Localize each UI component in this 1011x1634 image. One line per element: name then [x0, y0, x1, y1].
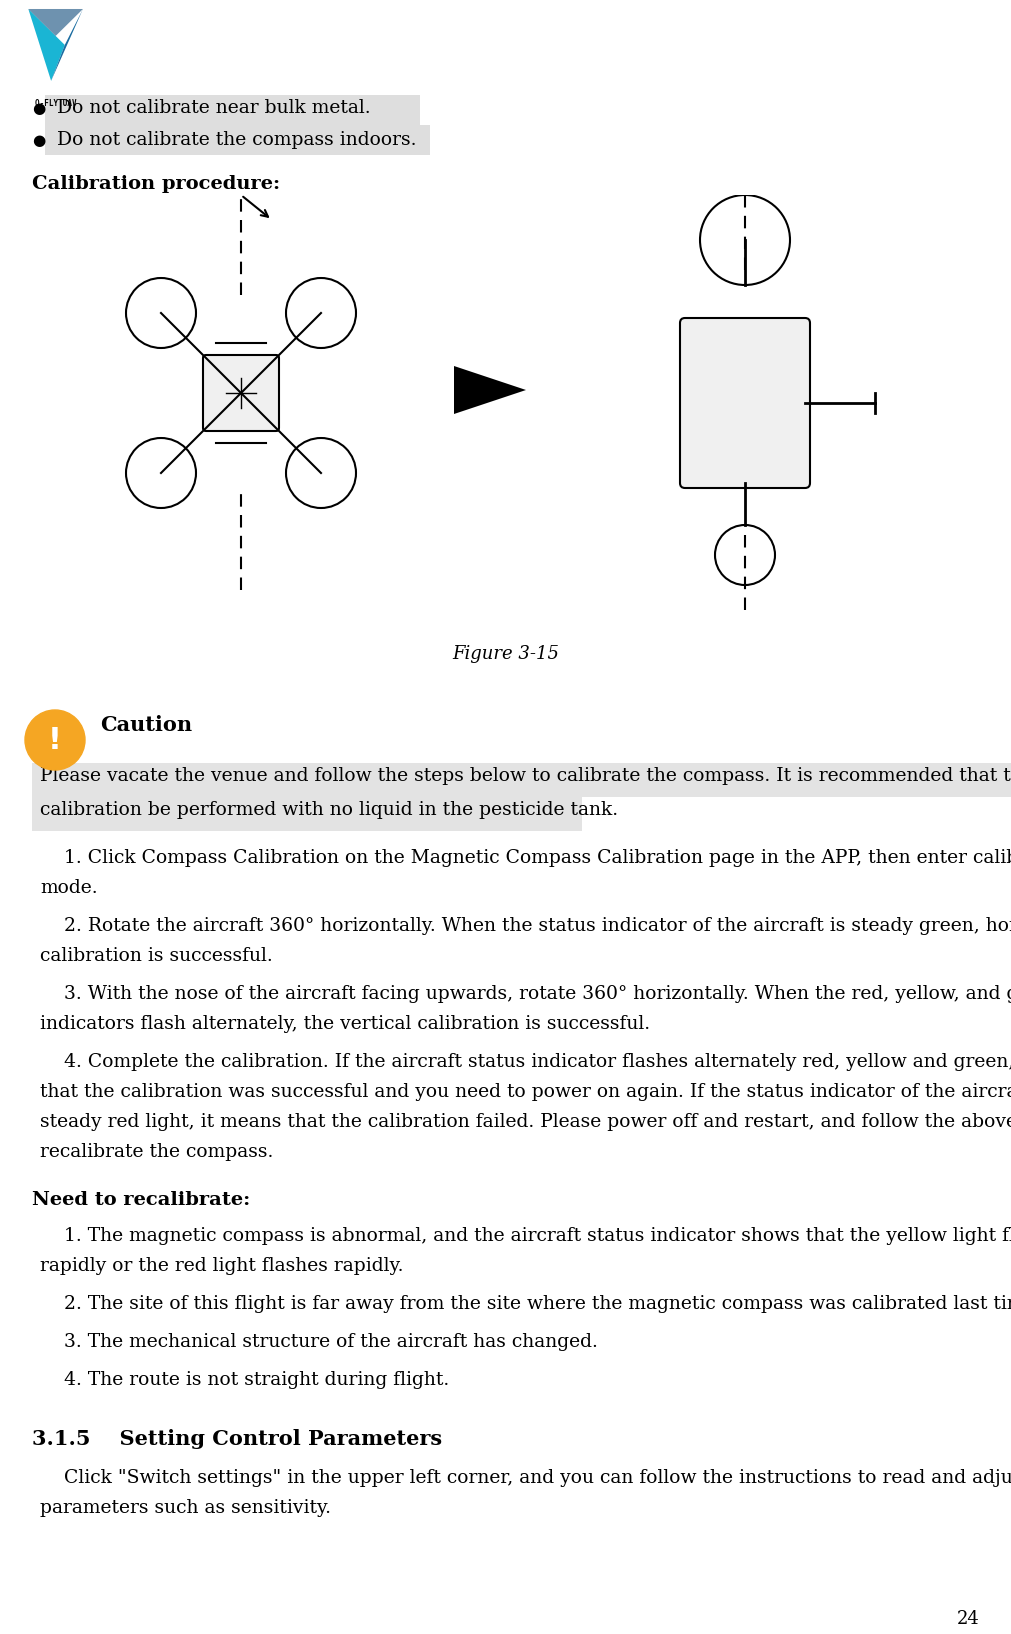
FancyBboxPatch shape — [203, 355, 279, 431]
Text: !: ! — [48, 725, 62, 755]
Text: mode.: mode. — [40, 879, 97, 897]
Bar — [44, 124, 430, 155]
Text: 3.1.5    Setting Control Parameters: 3.1.5 Setting Control Parameters — [32, 1430, 442, 1449]
FancyBboxPatch shape — [679, 319, 809, 489]
Text: calibration is successful.: calibration is successful. — [40, 948, 273, 966]
Text: rapidly or the red light flashes rapidly.: rapidly or the red light flashes rapidly… — [40, 1257, 403, 1275]
Text: Caution: Caution — [100, 716, 192, 735]
Text: 4. Complete the calibration. If the aircraft status indicator flashes alternatel: 4. Complete the calibration. If the airc… — [40, 1052, 1011, 1070]
Polygon shape — [28, 10, 83, 36]
Text: 3. The mechanical structure of the aircraft has changed.: 3. The mechanical structure of the aircr… — [40, 1333, 598, 1351]
Text: calibration be performed with no liquid in the pesticide tank.: calibration be performed with no liquid … — [40, 801, 618, 819]
Text: steady red light, it means that the calibration failed. Please power off and res: steady red light, it means that the cali… — [40, 1113, 1011, 1131]
Text: parameters such as sensitivity.: parameters such as sensitivity. — [40, 1498, 331, 1516]
Text: 3. With the nose of the aircraft facing upwards, rotate 360° horizontally. When : 3. With the nose of the aircraft facing … — [40, 985, 1011, 1003]
Text: 2. The site of this flight is far away from the site where the magnetic compass : 2. The site of this flight is far away f… — [40, 1296, 1011, 1314]
Text: Need to recalibrate:: Need to recalibrate: — [32, 1191, 250, 1209]
Text: Do not calibrate the compass indoors.: Do not calibrate the compass indoors. — [57, 131, 417, 149]
Text: 2. Rotate the aircraft 360° horizontally. When the status indicator of the aircr: 2. Rotate the aircraft 360° horizontally… — [40, 917, 1011, 935]
Text: 24: 24 — [956, 1609, 979, 1627]
Bar — [44, 95, 420, 124]
Text: Do not calibrate near bulk metal.: Do not calibrate near bulk metal. — [57, 100, 370, 118]
Bar — [32, 763, 1011, 797]
Polygon shape — [454, 366, 526, 413]
Text: Please vacate the venue and follow the steps below to calibrate the compass. It : Please vacate the venue and follow the s… — [40, 766, 1011, 784]
Circle shape — [25, 711, 85, 770]
Text: 4. The route is not straight during flight.: 4. The route is not straight during flig… — [40, 1371, 449, 1389]
Text: that the calibration was successful and you need to power on again. If the statu: that the calibration was successful and … — [40, 1083, 1011, 1101]
Text: recalibrate the compass.: recalibrate the compass. — [40, 1144, 273, 1162]
Text: 1. Click Compass Calibration on the Magnetic Compass Calibration page in the APP: 1. Click Compass Calibration on the Magn… — [40, 850, 1011, 868]
Text: Calibration procedure:: Calibration procedure: — [32, 175, 280, 193]
Text: Click "Switch settings" in the upper left corner, and you can follow the instruc: Click "Switch settings" in the upper lef… — [40, 1469, 1011, 1487]
Text: Q-FLY UAV: Q-FLY UAV — [34, 100, 77, 108]
Text: indicators flash alternately, the vertical calibration is successful.: indicators flash alternately, the vertic… — [40, 1015, 649, 1033]
Bar — [32, 797, 581, 832]
Polygon shape — [28, 10, 65, 82]
Text: ●: ● — [32, 101, 45, 116]
Text: Figure 3-15: Figure 3-15 — [452, 645, 559, 663]
Text: 1. The magnetic compass is abnormal, and the aircraft status indicator shows tha: 1. The magnetic compass is abnormal, and… — [40, 1227, 1011, 1245]
Polygon shape — [51, 10, 83, 82]
Text: ●: ● — [32, 132, 45, 147]
